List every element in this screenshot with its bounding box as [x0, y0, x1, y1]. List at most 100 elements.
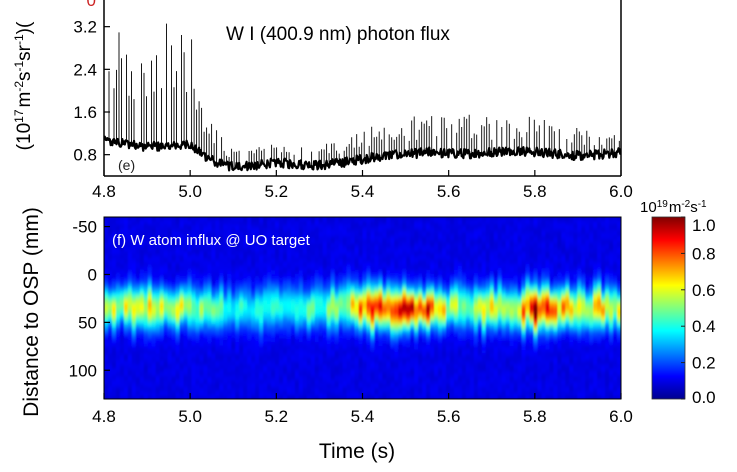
heatmap-cell [267, 285, 272, 290]
heatmap-cell [426, 258, 431, 264]
heatmap-cell [155, 266, 161, 271]
heatmap-cell [191, 289, 197, 294]
heatmap-cell [366, 323, 372, 328]
heatmap-cell [382, 292, 387, 298]
heatmap-cell [350, 262, 356, 267]
heatmap-cell [358, 224, 364, 229]
heatmap-cell [390, 224, 395, 229]
heatmap-cell [179, 235, 185, 241]
heatmap-cell [422, 239, 427, 245]
heatmap-cell [275, 243, 280, 248]
heatmap-cell [505, 273, 511, 279]
heatmap-cell [183, 368, 189, 374]
heatmap-cell [354, 254, 360, 260]
heatmap-cell [501, 262, 507, 267]
heatmap-cell [465, 380, 471, 385]
heatmap-cell [330, 277, 336, 283]
heatmap-cell [477, 311, 483, 317]
heatmap-cell [318, 266, 324, 271]
heatmap-cell [275, 330, 280, 336]
heatmap-cell [310, 247, 316, 252]
heatmap-cell [195, 277, 201, 283]
heatmap-cell [139, 319, 145, 324]
heatmap-cell [263, 289, 268, 294]
heatmap-cell [346, 262, 352, 267]
heatmap-cell [143, 224, 149, 229]
heatmap-cell [322, 243, 328, 248]
heatmap-cell [430, 289, 435, 294]
heatmap-cell [465, 220, 471, 226]
heatmap-cell [426, 273, 431, 279]
heatmap-cell [111, 323, 117, 328]
heatmap-cell [497, 391, 503, 396]
heatmap-cell [207, 292, 212, 298]
heatmap-cell [191, 361, 197, 366]
heatmap-cell [442, 273, 447, 279]
heatmap-cell [390, 232, 395, 237]
heatmap-cell [406, 391, 411, 396]
heatmap-cell [227, 273, 232, 279]
heatmap-cell [438, 308, 443, 313]
heatmap-cell [231, 243, 236, 248]
heatmap-cell [219, 285, 224, 290]
heatmap-cell [183, 228, 189, 233]
heatmap-cell [406, 258, 411, 264]
heatmap-cell [239, 285, 244, 290]
heatmap-cell [259, 251, 264, 256]
heatmap-cell [119, 266, 125, 271]
heatmap-cell [350, 372, 356, 377]
heatmap-cell [422, 254, 427, 260]
heatmap-cell [159, 357, 165, 362]
heatmap-cell [370, 217, 376, 222]
heatmap-cell [282, 292, 288, 298]
heatmap-cell [251, 395, 256, 399]
heatmap-cell [362, 296, 368, 302]
heatmap-cell [255, 243, 260, 248]
heatmap-cell [485, 277, 491, 283]
heatmap-cell [461, 296, 467, 302]
heatmap-cell [115, 383, 121, 389]
heatmap-cell [318, 323, 324, 328]
heatmap-cell [469, 254, 475, 260]
heatmap-cell [370, 330, 376, 336]
heatmap-cell [211, 296, 216, 302]
heatmap-cell [410, 235, 415, 241]
heatmap-cell [278, 380, 284, 385]
heatmap-cell [366, 364, 372, 370]
heatmap-cell [497, 243, 503, 248]
heatmap-cell [271, 315, 276, 320]
heatmap-cell [430, 258, 435, 264]
heatmap-cell [493, 326, 499, 332]
heatmap-cell [235, 376, 240, 381]
heatmap-cell [346, 266, 352, 271]
heatmap-cell [406, 232, 411, 237]
heatmap-cell [326, 254, 332, 260]
heatmap-cell [430, 357, 435, 362]
heatmap-cell [111, 308, 117, 313]
heatmap-cell [434, 266, 439, 271]
heatmap-cell [326, 224, 332, 229]
heatmap-cell [477, 281, 483, 286]
heatmap-cell [306, 383, 312, 389]
heatmap-cell [251, 342, 256, 347]
heatmap-cell [195, 228, 201, 233]
heatmap-cell [123, 228, 129, 233]
heatmap-cell [127, 361, 133, 366]
heatmap-cell [350, 361, 356, 366]
heatmap-cell [410, 345, 415, 351]
heatmap-cell [485, 330, 491, 336]
heatmap-cell [227, 334, 232, 339]
heatmap-cell [481, 349, 487, 355]
heatmap-cell [461, 361, 467, 366]
heatmap-cell [302, 262, 308, 267]
heatmap-cell [465, 353, 471, 358]
heatmap-cell [501, 338, 507, 343]
heatmap-cell [255, 228, 260, 233]
heatmap-cell [342, 308, 348, 313]
heatmap-cell [493, 262, 499, 267]
heatmap-cell [426, 376, 431, 381]
heatmap-cell [350, 349, 356, 355]
heatmap-cell [326, 338, 332, 343]
heatmap-cell [219, 235, 224, 241]
heatmap-cell [123, 368, 129, 374]
